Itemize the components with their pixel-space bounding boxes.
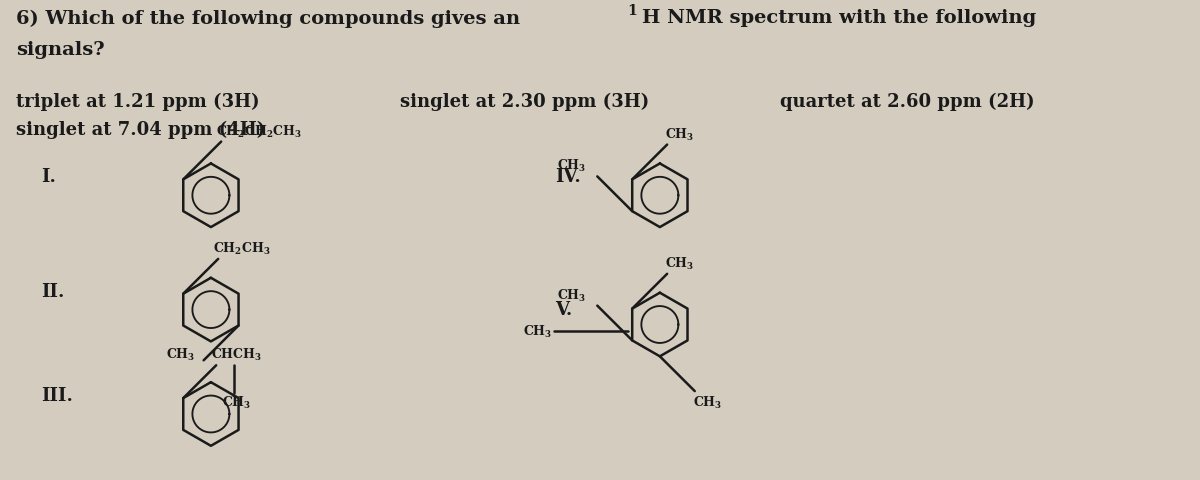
Text: $\mathregular{CH_2CH_2CH_3}$: $\mathregular{CH_2CH_2CH_3}$ <box>216 123 302 140</box>
Text: $\mathregular{CH_3}$: $\mathregular{CH_3}$ <box>222 395 252 411</box>
Text: $\mathregular{CH_3}$: $\mathregular{CH_3}$ <box>557 158 587 174</box>
Text: $\mathregular{CH_3}$: $\mathregular{CH_3}$ <box>692 395 722 411</box>
Text: H NMR spectrum with the following: H NMR spectrum with the following <box>642 9 1036 27</box>
Text: singlet at 7.04 ppm (4H): singlet at 7.04 ppm (4H) <box>17 120 265 139</box>
Text: triplet at 1.21 ppm (3H): triplet at 1.21 ppm (3H) <box>17 93 260 111</box>
Text: $\mathregular{CH_3}$: $\mathregular{CH_3}$ <box>665 256 695 272</box>
Text: singlet at 2.30 ppm (3H): singlet at 2.30 ppm (3H) <box>401 93 649 111</box>
Text: I.: I. <box>41 168 56 186</box>
Text: V.: V. <box>556 300 572 319</box>
Text: 6) Which of the following compounds gives an: 6) Which of the following compounds give… <box>17 9 527 27</box>
Text: $\mathregular{CH_3}$: $\mathregular{CH_3}$ <box>665 126 695 143</box>
Text: III.: III. <box>41 387 73 405</box>
Text: IV.: IV. <box>556 168 581 186</box>
Text: $\mathregular{CH_3}$: $\mathregular{CH_3}$ <box>166 347 196 363</box>
Text: $\mathregular{CH_3}$: $\mathregular{CH_3}$ <box>557 288 587 304</box>
Text: signals?: signals? <box>17 41 104 59</box>
Text: $\mathregular{CH_2CH_3}$: $\mathregular{CH_2CH_3}$ <box>214 241 271 257</box>
Text: $\mathregular{CH_3}$: $\mathregular{CH_3}$ <box>523 324 552 339</box>
Text: $\mathregular{CHCH_3}$: $\mathregular{CHCH_3}$ <box>211 347 263 363</box>
Text: quartet at 2.60 ppm (2H): quartet at 2.60 ppm (2H) <box>780 93 1034 111</box>
Text: 1: 1 <box>626 4 637 18</box>
Text: II.: II. <box>41 283 65 300</box>
